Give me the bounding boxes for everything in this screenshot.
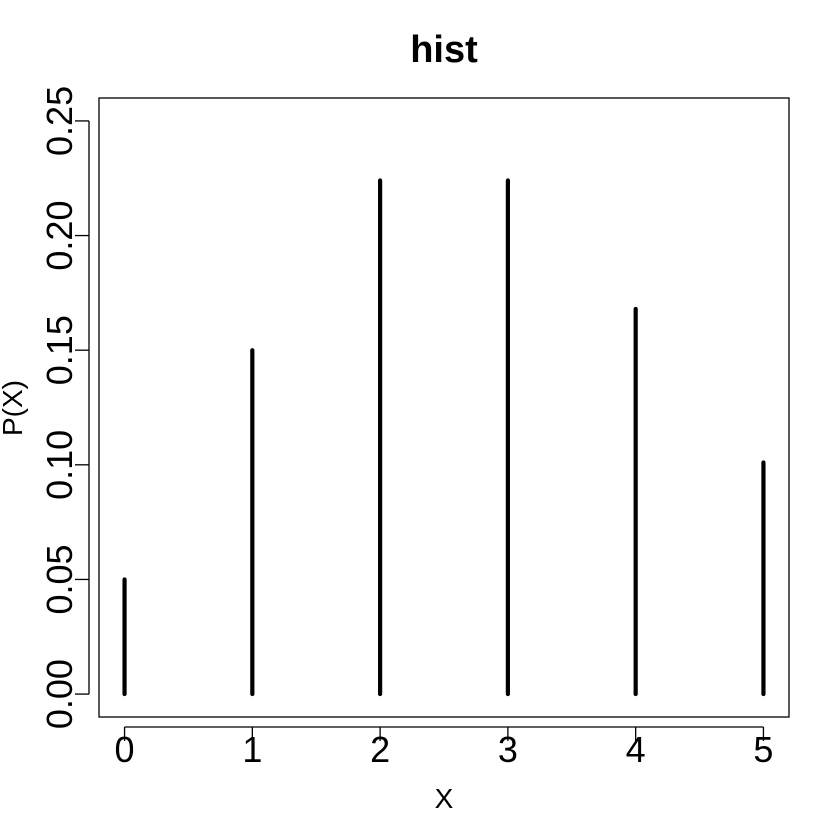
y-tick-label: 0.10: [39, 430, 80, 500]
x-tick-label: 2: [370, 729, 390, 770]
y-tick-label: 0.05: [39, 544, 80, 614]
x-tick-label: 5: [753, 729, 773, 770]
y-tick-label: 0.15: [39, 315, 80, 385]
y-tick-label: 0.25: [39, 86, 80, 156]
x-tick-label: 3: [498, 729, 518, 770]
spikes: [122, 178, 766, 697]
chart-title: hist: [410, 29, 478, 71]
y-tick-label: 0.00: [39, 659, 80, 729]
y-axis-label: P(X): [0, 380, 28, 436]
y-tick-label: 0.20: [39, 201, 80, 271]
x-tick-label: 1: [242, 729, 262, 770]
x-tick-label: 4: [626, 729, 646, 770]
x-tick-label: 0: [115, 729, 135, 770]
x-axis-label: X: [435, 783, 454, 814]
y-axis: 0.00 0.05 0.10 0.15 0.20 0.25: [39, 86, 90, 729]
plot-frame: [98, 97, 790, 718]
x-axis: 0 1 2 3 4 5: [115, 726, 773, 770]
